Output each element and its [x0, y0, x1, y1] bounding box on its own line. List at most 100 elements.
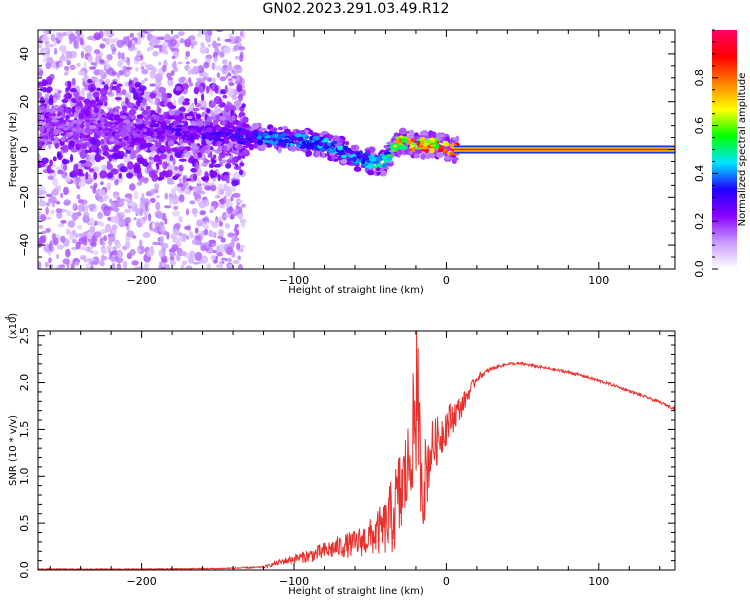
- ridge-halo: [221, 120, 227, 126]
- ridge-core: [176, 124, 183, 128]
- noise-blob: [78, 237, 86, 245]
- ridge-core: [377, 163, 383, 168]
- noise-blob: [53, 237, 59, 246]
- y-tick-label: 2.0: [18, 374, 31, 392]
- ridge-core: [137, 124, 145, 129]
- noise-blob: [134, 266, 143, 269]
- noise-blob: [177, 61, 183, 65]
- noise-blob: [38, 67, 42, 72]
- noise-blob: [175, 86, 182, 92]
- noise-blob: [229, 104, 237, 112]
- noise-blob: [159, 153, 168, 160]
- ridge-halo: [237, 152, 245, 156]
- noise-blob: [88, 218, 96, 226]
- ridge-halo: [398, 151, 403, 155]
- ridge-core: [322, 146, 330, 149]
- noise-blob: [239, 54, 244, 62]
- ridge-core: [221, 134, 228, 138]
- ridge-core: [115, 132, 122, 138]
- noise-blob: [231, 179, 239, 186]
- noise-blob: [156, 195, 161, 199]
- noise-blob: [154, 96, 159, 105]
- noise-blob: [203, 229, 209, 236]
- x-tick-label: 0: [443, 274, 450, 287]
- ridge-core: [301, 141, 307, 145]
- ridge-core: [80, 123, 85, 129]
- noise-blob: [155, 201, 161, 211]
- noise-blob: [77, 203, 86, 212]
- ridge-halo: [223, 145, 228, 152]
- noise-blob: [181, 238, 186, 242]
- noise-blob: [176, 90, 183, 95]
- noise-blob: [104, 64, 110, 70]
- ridge-halo: [169, 109, 174, 116]
- noise-blob: [191, 239, 198, 245]
- ridge-core: [49, 128, 54, 134]
- ridge-halo: [232, 119, 240, 125]
- ridge-halo: [46, 113, 53, 117]
- noise-blob: [90, 241, 97, 247]
- noise-blob: [75, 241, 81, 250]
- noise-blob: [209, 89, 214, 96]
- noise-blob: [59, 45, 67, 52]
- ridge-halo: [175, 110, 181, 116]
- noise-blob: [144, 202, 149, 211]
- noise-blob: [168, 252, 177, 257]
- noise-blob: [118, 172, 123, 179]
- noise-blob: [113, 206, 119, 213]
- ridge-core: [421, 146, 429, 150]
- noise-blob: [217, 173, 221, 182]
- noise-blob: [211, 159, 217, 164]
- noise-blob: [117, 59, 123, 68]
- noise-blob: [56, 211, 63, 219]
- ridge-halo: [277, 126, 284, 131]
- noise-blob: [209, 116, 217, 120]
- noise-blob: [71, 212, 79, 221]
- noise-blob: [44, 97, 49, 106]
- ridge-core: [250, 134, 255, 140]
- noise-blob: [52, 94, 58, 99]
- noise-blob: [79, 37, 84, 46]
- y-tick-label: 1.0: [18, 468, 31, 486]
- noise-blob: [208, 163, 215, 169]
- ridge-halo: [72, 133, 79, 141]
- noise-blob: [232, 185, 236, 193]
- noise-blob: [106, 163, 113, 170]
- ridge-core: [381, 164, 388, 168]
- noise-blob: [162, 161, 168, 170]
- noise-blob: [112, 246, 118, 251]
- noise-blob: [65, 114, 69, 122]
- noise-blob: [227, 72, 232, 77]
- noise-blob: [95, 55, 99, 65]
- noise-blob: [219, 51, 225, 58]
- noise-blob: [70, 148, 79, 153]
- noise-blob: [147, 213, 152, 222]
- noise-blob: [173, 205, 179, 210]
- noise-blob: [144, 77, 148, 82]
- page-title: GN02.2023.291.03.49.R12: [262, 1, 450, 17]
- noise-blob: [142, 177, 149, 184]
- ridge-halo: [277, 146, 282, 154]
- noise-blob: [49, 196, 57, 203]
- x-tick-label: −100: [279, 575, 309, 588]
- ridge-core: [429, 144, 436, 147]
- noise-blob: [77, 224, 83, 230]
- ridge-core: [341, 154, 347, 159]
- noise-blob: [216, 244, 220, 253]
- noise-blob: [146, 249, 154, 257]
- noise-blob: [49, 159, 53, 167]
- ridge-core: [181, 134, 186, 141]
- x-tick-label: −200: [127, 575, 157, 588]
- noise-blob: [104, 209, 111, 217]
- noise-blob: [203, 158, 209, 164]
- ridge-core: [294, 142, 301, 146]
- noise-blob: [191, 43, 194, 49]
- noise-blob: [87, 55, 93, 63]
- colorbar: [712, 30, 737, 269]
- noise-blob: [201, 183, 207, 187]
- noise-blob: [140, 66, 145, 70]
- ridge-halo: [50, 137, 55, 142]
- noise-blob: [93, 138, 101, 148]
- ridge-core: [208, 132, 217, 136]
